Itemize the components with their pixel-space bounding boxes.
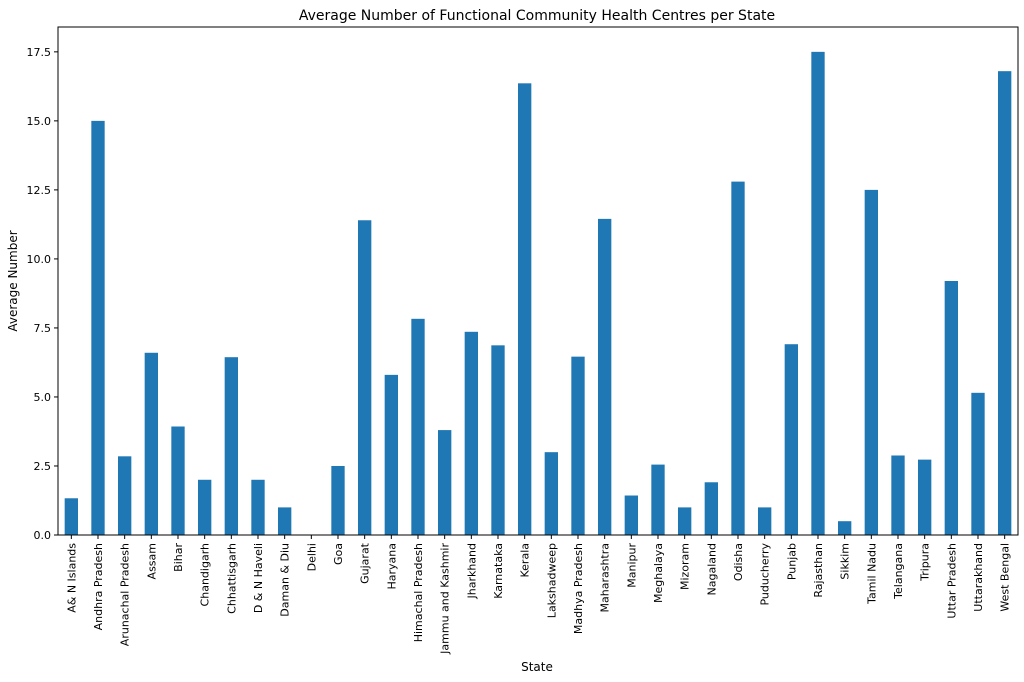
- chart-title: Average Number of Functional Community H…: [299, 8, 775, 24]
- bar-kerala: [518, 83, 532, 535]
- bar-telangana: [891, 455, 905, 535]
- x-tick-label: Punjab: [785, 543, 798, 580]
- y-axis: 0.0 2.5 5.0 7.5 10.0 12.5 15.0 17.5: [27, 46, 58, 542]
- x-tick-label: Uttarakhand: [972, 543, 985, 612]
- y-tick-label: 2.5: [34, 460, 52, 473]
- bar-lakshadweep: [544, 452, 558, 535]
- x-tick-label: Rajasthan: [812, 543, 825, 598]
- x-tick-label: Madhya Pradesh: [572, 543, 585, 634]
- x-tick-label: Chhattisgarh: [225, 543, 238, 614]
- bar-arunachal-pradesh: [118, 456, 132, 535]
- bar-punjab: [784, 344, 798, 535]
- x-tick-label: Chandigarh: [199, 543, 212, 606]
- bar-jammu-and-kashmir: [438, 430, 452, 535]
- bar-gujarat: [358, 220, 372, 535]
- y-tick-label: 15.0: [27, 115, 52, 128]
- x-tick-label: Arunachal Pradesh: [119, 543, 132, 646]
- bar-daman-diu: [278, 507, 292, 535]
- bar-andhra-pradesh: [91, 120, 105, 536]
- bar-assam: [144, 352, 158, 535]
- x-tick-label: Bihar: [172, 543, 185, 572]
- bar-madhya-pradesh: [571, 356, 585, 535]
- x-tick-label: A& N Islands: [65, 543, 78, 613]
- bar-d-n-haveli: [251, 479, 265, 535]
- x-tick-label: Tripura: [919, 543, 932, 582]
- x-axis-label: State: [521, 660, 553, 674]
- x-tick-label: Puducherry: [759, 543, 772, 606]
- x-tick-label: Maharashtra: [599, 543, 612, 613]
- x-tick-label: Sikkim: [839, 543, 852, 580]
- bar-rajasthan: [811, 51, 825, 535]
- bars-group: [64, 51, 1012, 536]
- x-tick-label: Karnataka: [492, 543, 505, 599]
- bar-uttarakhand: [971, 392, 985, 535]
- x-tick-label: Gujarat: [359, 542, 372, 584]
- x-tick-label: Himachal Pradesh: [412, 543, 425, 642]
- bar-manipur: [624, 495, 638, 535]
- x-tick-label: Mizoram: [679, 543, 692, 590]
- bar-puducherry: [758, 507, 772, 535]
- bar-chhattisgarh: [224, 357, 238, 535]
- y-axis-label: Average Number: [6, 230, 20, 331]
- bar-chandigarh: [198, 479, 212, 535]
- x-tick-label: Odisha: [732, 543, 745, 581]
- bar-nagaland: [704, 482, 718, 535]
- x-tick-label: Meghalaya: [652, 543, 665, 603]
- x-tick-label: Telangana: [892, 543, 905, 600]
- bar-uttar-pradesh: [944, 281, 958, 535]
- x-tick-label: Daman & Diu: [279, 543, 292, 617]
- y-tick-label: 10.0: [27, 253, 52, 266]
- plot-frame: [57, 26, 1019, 536]
- x-tick-label: Assam: [145, 543, 158, 579]
- x-tick-label: Delhi: [305, 543, 318, 571]
- x-tick-label: Andhra Pradesh: [92, 543, 105, 630]
- x-tick-label: D & N Haveli: [252, 543, 265, 613]
- x-tick-label: Goa: [332, 543, 345, 565]
- bar-meghalaya: [651, 464, 665, 535]
- y-tick-label: 12.5: [27, 184, 52, 197]
- x-axis: A& N Islands Andhra Pradesh Arunachal Prad…: [65, 535, 1012, 655]
- x-tick-label: Jammu and Kashmir: [439, 543, 452, 655]
- x-tick-label: West Bengal: [999, 543, 1012, 612]
- y-tick-label: 5.0: [34, 391, 52, 404]
- bar-sikkim: [838, 521, 852, 535]
- bar-haryana: [384, 374, 398, 535]
- y-tick-label: 7.5: [34, 322, 52, 335]
- bar-a-n-islands: [64, 498, 78, 535]
- x-tick-label: Lakshadweep: [545, 543, 558, 618]
- x-tick-label: Manipur: [625, 543, 638, 588]
- bar-jharkhand: [464, 331, 478, 535]
- x-tick-label: Kerala: [519, 543, 532, 578]
- bar-odisha: [731, 181, 745, 536]
- y-tick-label: 17.5: [27, 46, 52, 59]
- x-tick-label: Nagaland: [705, 543, 718, 595]
- bar-tamil-nadu: [864, 189, 878, 535]
- bar-bihar: [171, 426, 185, 535]
- bar-goa: [331, 465, 345, 535]
- x-tick-label: Uttar Pradesh: [945, 543, 958, 619]
- bar-mizoram: [678, 507, 692, 535]
- y-tick-label: 0.0: [34, 529, 52, 542]
- bar-west-bengal: [998, 71, 1012, 536]
- x-tick-label: Haryana: [385, 543, 398, 590]
- x-tick-label: Tamil Nadu: [865, 543, 878, 605]
- bar-karnataka: [491, 345, 505, 535]
- x-tick-label: Jharkhand: [465, 543, 478, 600]
- bar-maharashtra: [598, 218, 612, 535]
- bar-himachal-pradesh: [411, 318, 425, 535]
- bar-tripura: [918, 459, 932, 535]
